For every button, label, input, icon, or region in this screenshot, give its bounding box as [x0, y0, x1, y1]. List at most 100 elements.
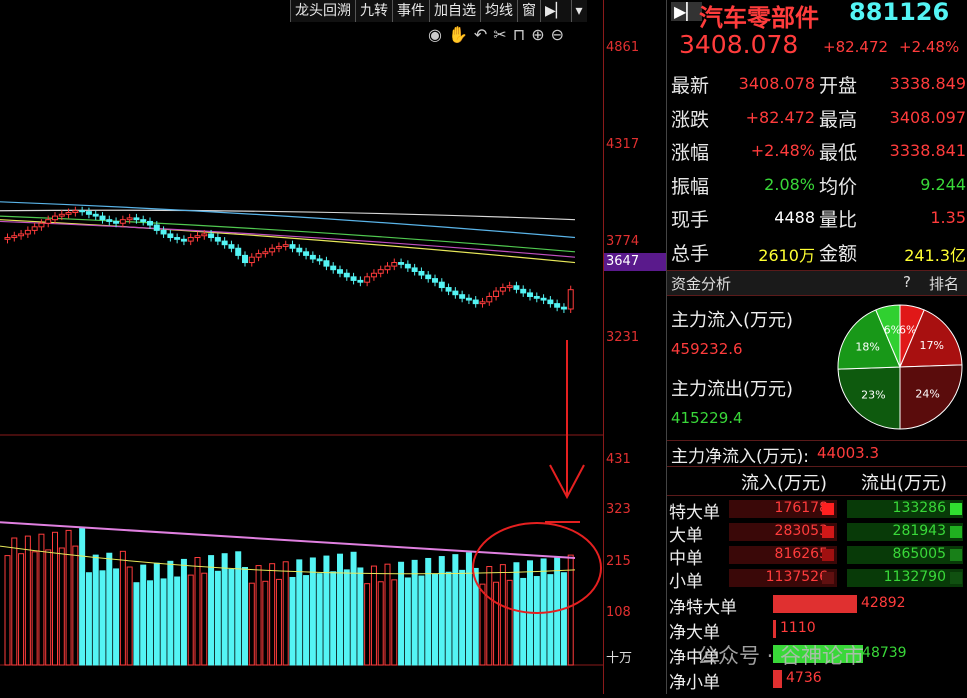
candle-body — [459, 294, 466, 299]
candle-body — [180, 238, 187, 242]
annotation-circle — [472, 522, 602, 614]
volume-bar — [269, 563, 276, 666]
quote-label: 涨跌 — [671, 108, 710, 131]
volume-bar — [126, 566, 133, 666]
candle-body — [472, 299, 479, 305]
menu-dragon-head[interactable]: 龙头回溯 — [290, 0, 355, 22]
hand-icon[interactable]: ✋ — [447, 25, 468, 44]
flow-in-swatch — [822, 503, 834, 515]
scissors-icon[interactable]: ✂ — [493, 25, 507, 44]
fund-in-label: 主力流入(万元) — [671, 310, 794, 331]
candle-body — [126, 217, 133, 221]
candle-body — [323, 260, 330, 267]
candle-body — [452, 290, 459, 296]
candle-body — [52, 215, 58, 221]
volume-bar — [547, 574, 554, 666]
moving-average-lines — [0, 201, 576, 264]
quote-label: 均价 — [819, 175, 858, 198]
volume-bar — [296, 559, 303, 666]
candle-body — [79, 210, 86, 213]
net-row: 净小单 4736 — [667, 667, 967, 693]
flow-out-header: 流出(万元) — [861, 473, 948, 494]
quote-price-row: 3408.078 +82.472 +2.48% — [667, 30, 967, 64]
menu-add-watch[interactable]: 加自选 — [429, 0, 480, 22]
candle-body — [465, 297, 472, 301]
back-icon[interactable]: ▶▏ — [671, 2, 702, 21]
quote-label: 总手 — [671, 242, 710, 265]
undo-icon[interactable]: ↶ — [473, 25, 488, 44]
volume-bar — [316, 573, 323, 666]
flow-out-value: 133286 — [892, 500, 946, 516]
pie-label: 6% — [884, 323, 901, 336]
candle-body — [499, 287, 506, 292]
zoom-out-icon[interactable]: ⊖ — [550, 25, 564, 44]
volume-bar — [119, 550, 126, 666]
menu-ma[interactable]: 均线 — [480, 0, 517, 22]
fund-out-label: 主力流出(万元) — [671, 379, 794, 400]
stock-code: 881126 — [849, 0, 950, 26]
flow-in-bg — [729, 546, 837, 564]
flow-in-swatch — [822, 549, 834, 561]
candle-body — [316, 258, 323, 262]
volume-bar — [513, 562, 520, 666]
help-button[interactable]: ? — [903, 273, 911, 291]
candle-body — [547, 299, 554, 305]
ma-line — [0, 219, 576, 264]
candle-body — [133, 217, 140, 221]
volume-bar — [133, 582, 140, 666]
ma-line — [0, 201, 576, 239]
candle-body — [72, 210, 79, 214]
rank-button[interactable]: 排名 — [929, 275, 960, 293]
candle-body — [432, 278, 438, 283]
volume-bar — [452, 554, 459, 666]
candle-body — [411, 267, 418, 272]
flow-out-swatch — [950, 549, 962, 561]
quote-panel: ▶▏ 汽车零部件 881126 3408.078 +82.472 +2.48% … — [666, 0, 967, 694]
flow-out-bg — [847, 523, 963, 541]
menu-event[interactable]: 事件 — [392, 0, 429, 22]
volume-bar — [248, 582, 255, 666]
fund-net-row: 主力净流入(万元): 44003.3 — [667, 440, 967, 467]
eye-icon[interactable]: ◉ — [428, 25, 442, 44]
price-change: +82.472 — [823, 38, 889, 56]
menu-window[interactable]: 窗 — [517, 0, 540, 22]
lock-icon[interactable]: ⊓ — [512, 25, 526, 44]
net-row-label: 净小单 — [669, 673, 720, 693]
zoom-in-icon[interactable]: ⊕ — [531, 25, 545, 44]
menu-dropdown-icon[interactable]: ▾ — [570, 0, 587, 22]
menu-nine-turn[interactable]: 九转 — [355, 0, 392, 22]
candle-body — [31, 226, 38, 231]
quote-value: +2.48% — [750, 141, 815, 160]
kline-chart-area[interactable] — [0, 0, 603, 694]
volume-bar — [255, 565, 262, 666]
candle-body — [445, 287, 452, 292]
chart-toolbar: ◉ ✋ ↶ ✂ ⊓ ⊕ ⊖ — [428, 25, 564, 44]
volume-bar — [85, 572, 92, 666]
stock-name: 汽车零部件 — [699, 4, 819, 32]
flow-in-bg — [729, 569, 837, 587]
fund-title: 资金分析 — [671, 275, 732, 293]
axis-label: 3774 — [606, 234, 640, 249]
net-value: 1110 — [780, 620, 816, 636]
candle-body — [38, 222, 45, 228]
volume-bars — [4, 527, 574, 666]
menu-expand-icon[interactable]: ▶▏ — [540, 0, 571, 22]
candle-body — [208, 233, 215, 239]
candle-body — [438, 281, 445, 289]
flow-out-swatch — [950, 503, 962, 515]
volume-bar — [214, 570, 221, 666]
candle-body — [404, 263, 411, 269]
volume-bar — [11, 537, 18, 666]
candle-body — [513, 285, 520, 290]
volume-bar — [337, 553, 343, 666]
flow-row-label: 大单 — [669, 526, 703, 546]
volume-bar — [472, 567, 479, 666]
quote-row: 最新 3408.078 开盘 3338.849 — [667, 68, 967, 100]
quote-value: 4488 — [774, 208, 815, 227]
candle-body — [533, 295, 540, 299]
volume-bar — [31, 551, 38, 666]
axis-label: 4317 — [606, 137, 640, 152]
net-bar — [773, 645, 863, 663]
axis-label: 4861 — [606, 40, 640, 55]
volume-bar — [465, 552, 472, 666]
